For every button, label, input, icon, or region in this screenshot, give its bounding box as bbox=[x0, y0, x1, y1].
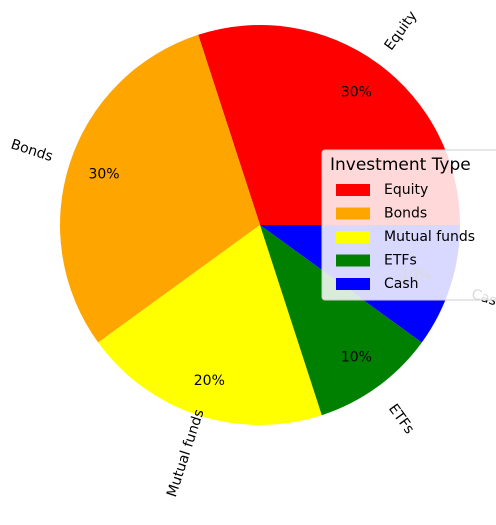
slice-label: Mutual funds bbox=[164, 407, 207, 499]
legend-title: Investment Type bbox=[330, 155, 471, 175]
legend-label: Cash bbox=[384, 276, 419, 292]
value-label: 10% bbox=[341, 350, 372, 366]
legend-swatch bbox=[336, 207, 370, 220]
value-label: 30% bbox=[88, 166, 119, 182]
legend-label: Bonds bbox=[384, 206, 427, 222]
legend-label: Equity bbox=[384, 182, 428, 198]
legend-label: ETFs bbox=[384, 253, 417, 269]
legend-swatch bbox=[336, 231, 370, 243]
slice-label: Bonds bbox=[9, 137, 55, 166]
legend-swatch bbox=[336, 254, 370, 267]
slice-label: Equity bbox=[382, 8, 421, 53]
slice-label: ETFs bbox=[385, 401, 417, 437]
legend-label: Mutual funds bbox=[384, 229, 475, 245]
legend-swatch bbox=[336, 184, 370, 196]
value-label: 30% bbox=[341, 84, 372, 100]
pie-slice bbox=[59, 34, 260, 343]
pie-slice bbox=[98, 225, 322, 425]
value-label: 20% bbox=[194, 373, 225, 389]
legend-swatch bbox=[336, 278, 370, 290]
pie-slice bbox=[260, 225, 422, 416]
